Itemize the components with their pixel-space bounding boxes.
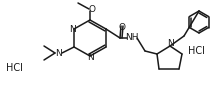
Text: O: O	[118, 24, 126, 33]
Text: N: N	[55, 48, 61, 58]
Text: N: N	[69, 24, 75, 34]
Text: NH: NH	[125, 34, 139, 43]
Text: N: N	[167, 39, 173, 48]
Text: HCl: HCl	[6, 63, 23, 73]
Text: N: N	[88, 53, 94, 62]
Text: HCl: HCl	[188, 46, 204, 56]
Text: O: O	[89, 5, 95, 14]
